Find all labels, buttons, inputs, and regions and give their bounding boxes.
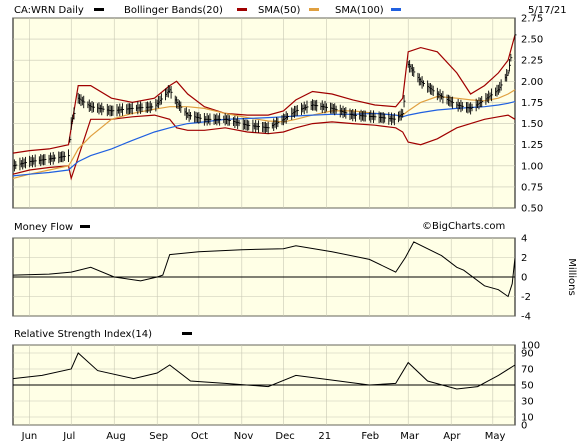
- chart-legend: CA:WRN Daily Bollinger Bands(20) SMA(50)…: [14, 5, 567, 16]
- money-flow-y-tick-label: 2: [521, 253, 527, 264]
- bollinger-upper-line: [12, 34, 516, 154]
- x-tick-label: Feb: [361, 431, 379, 442]
- rsi-legend-swatch: [182, 332, 192, 335]
- x-tick-label: Apr: [443, 431, 461, 442]
- x-tick-label: May: [485, 431, 506, 442]
- money-flow-legend-swatch: [80, 225, 90, 228]
- money-flow-line: [12, 241, 516, 298]
- sma50-legend-swatch: [309, 8, 319, 11]
- x-tick-label: Dec: [275, 431, 294, 442]
- x-tick-label: Jun: [21, 431, 38, 442]
- price-axis-ticks: 2.75 2.50 2.25 2.00 1.75 1.50 1.25 1.00 0.75 0.50: [521, 14, 543, 215]
- rsi-y-tick-label: 70: [521, 365, 534, 376]
- watermark: ©BigCharts.com: [422, 221, 505, 232]
- rsi-title: Relative Strength Index(14): [14, 329, 152, 340]
- price-y-tick-label: 2.00: [521, 77, 543, 88]
- money-flow-y-tick-label: 4: [521, 234, 527, 245]
- rsi-y-tick-label: 50: [521, 381, 534, 392]
- sma50-legend-label: SMA(50): [258, 5, 300, 16]
- money-flow-series: [12, 241, 516, 298]
- money-flow-panel: Money Flow ©BigCharts.com 4 2 0 -2 -4 Millio…: [12, 221, 577, 323]
- price-bars: [12, 29, 517, 172]
- x-tick-label: Sep: [149, 431, 168, 442]
- x-tick-label: Nov: [234, 431, 254, 442]
- price-y-tick-label: 1.25: [521, 140, 543, 151]
- x-axis-ticks: Jun Jul Aug Sep Oct Nov Dec 21 Feb Mar Apr May: [21, 431, 506, 442]
- rsi-y-tick-label: 0: [521, 421, 527, 432]
- rsi-y-tick-label: 100: [521, 341, 540, 352]
- money-flow-axis-ticks: 4 2 0 -2 -4: [521, 234, 531, 323]
- price-y-tick-label: 0.50: [521, 204, 543, 215]
- bollinger-lower-line: [12, 114, 516, 181]
- rsi-y-tick-label: 90: [521, 349, 534, 360]
- rsi-y-tick-label: 10: [521, 413, 534, 424]
- rsi-y-tick-label: 30: [521, 397, 534, 408]
- price-panel-background: [12, 17, 516, 209]
- bollinger-legend-label: Bollinger Bands(20): [124, 5, 223, 16]
- price-y-tick-label: 2.25: [521, 56, 543, 67]
- sma100-line: [12, 101, 516, 177]
- x-tick-label: Mar: [400, 431, 420, 442]
- rsi-series: [12, 352, 516, 390]
- x-tick-label: Oct: [191, 431, 208, 442]
- sma100-legend-label: SMA(100): [335, 5, 384, 16]
- price-y-tick-label: 1.50: [521, 119, 543, 130]
- sma100-legend-swatch: [391, 8, 401, 11]
- price-y-tick-label: 2.50: [521, 35, 543, 46]
- money-flow-title: Money Flow: [14, 222, 73, 233]
- price-y-tick-label: 1.00: [521, 161, 543, 172]
- price-legend-swatch: [94, 8, 104, 11]
- x-tick-label: Jul: [62, 431, 75, 442]
- symbol-label: CA:WRN Daily: [14, 5, 84, 16]
- rsi-panel: Relative Strength Index(14) 100907050301…: [12, 329, 540, 432]
- x-tick-label: Aug: [106, 431, 126, 442]
- price-grid: [13, 17, 515, 209]
- price-y-tick-label: 1.75: [521, 98, 543, 109]
- money-flow-ylabel: Millions: [566, 258, 577, 295]
- price-y-tick-label: 0.75: [521, 182, 543, 193]
- price-y-tick-label: 2.75: [521, 14, 543, 25]
- x-tick-label: 21: [318, 431, 331, 442]
- money-flow-y-tick-label: -4: [521, 312, 531, 323]
- rsi-line: [12, 352, 516, 390]
- money-flow-y-tick-label: 0: [521, 273, 527, 284]
- money-flow-y-tick-label: -2: [521, 292, 531, 303]
- price-panel: 2.75 2.50 2.25 2.00 1.75 1.50 1.25 1.00 0.75 0.50: [12, 14, 543, 215]
- date-label: 5/17/21: [528, 5, 567, 16]
- bollinger-legend-swatch: [237, 8, 247, 11]
